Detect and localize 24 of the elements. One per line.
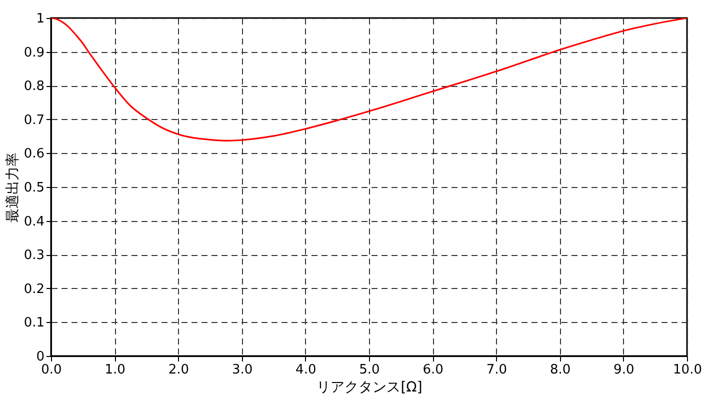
- y-tick-label: 0.3: [24, 248, 44, 264]
- y-tick-label: 0.9: [24, 45, 44, 60]
- y-tick-label: 0.8: [24, 79, 44, 94]
- x-tick-label: 7.0: [486, 362, 508, 378]
- y-tick-label: 0.7: [24, 112, 44, 128]
- y-tick-label: 0.6: [24, 146, 44, 162]
- y-axis-title: 最適出力率: [4, 152, 21, 222]
- y-tick-label: 1: [36, 12, 44, 26]
- x-tick-label: 4.0: [296, 362, 316, 378]
- x-tick-label: 8.0: [550, 362, 571, 378]
- x-tick-label: 1.0: [104, 362, 126, 378]
- y-tick-label: 0.1: [24, 316, 44, 331]
- x-tick-label: 9.0: [614, 362, 634, 378]
- x-tick-label: 10.0: [673, 362, 702, 378]
- y-tick-label: 0.4: [24, 214, 44, 230]
- y-tick-label: 0.5: [24, 180, 44, 196]
- x-tick-label: 5.0: [359, 362, 380, 378]
- y-tick-label: 0: [36, 350, 44, 364]
- x-tick-label: 0.0: [41, 362, 62, 378]
- x-tick-label: 6.0: [422, 362, 444, 378]
- x-axis-title: リアクタンス[Ω]: [316, 380, 422, 396]
- x-tick-label: 2.0: [168, 362, 190, 378]
- y-tick-label: 0.2: [24, 282, 44, 297]
- x-tick-label: 3.0: [232, 362, 253, 378]
